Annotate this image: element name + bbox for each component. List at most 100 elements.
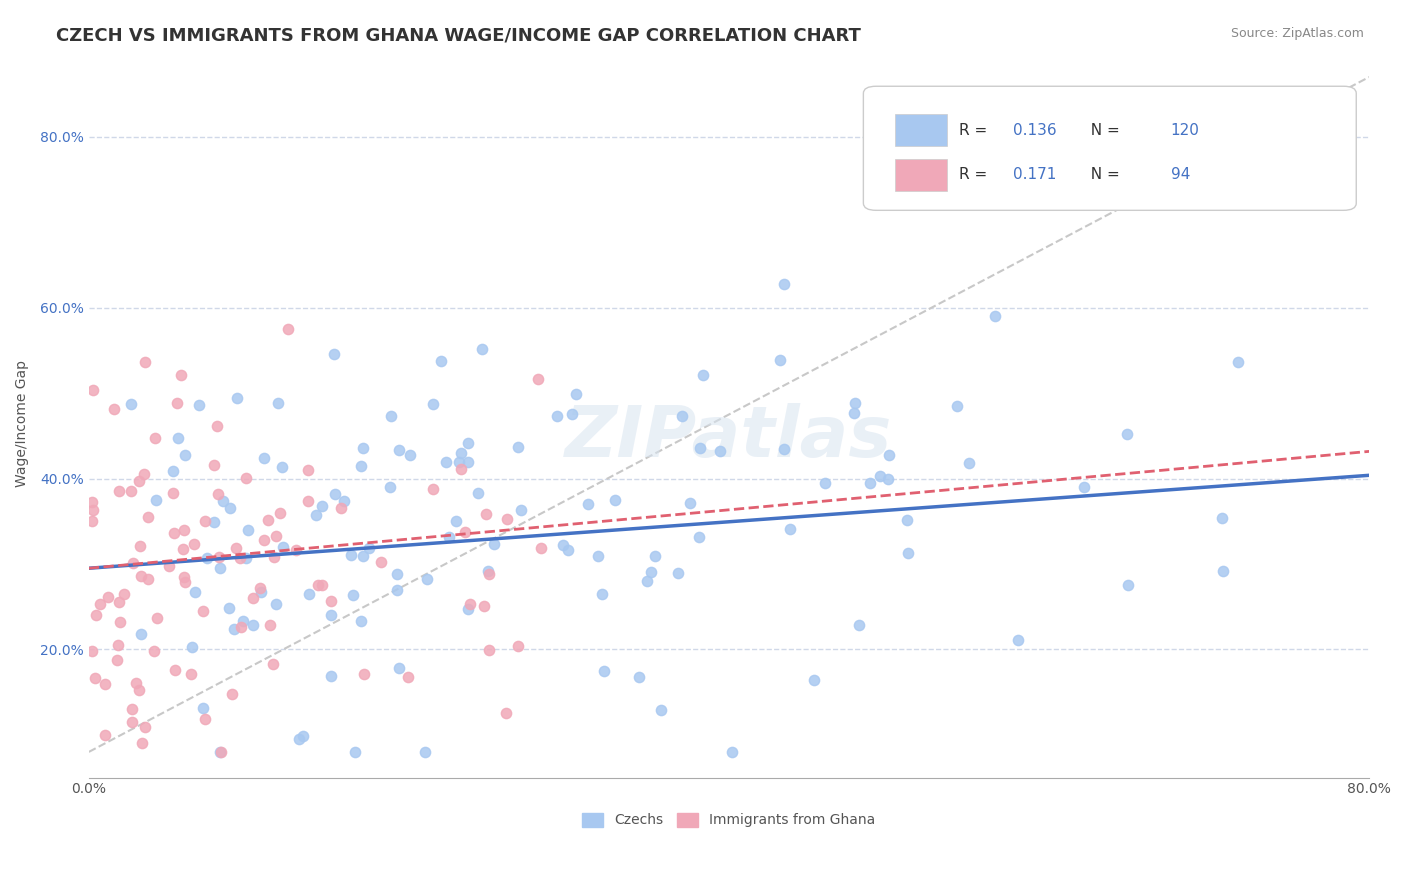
Point [447, 455, 470, 469]
Point [773, 442, 796, 457]
Point [591, 587, 613, 601]
Point [946, 399, 969, 413]
Point [1116, 578, 1139, 592]
Point [565, 386, 588, 401]
Point [84, 607, 107, 622]
Point [97, 591, 120, 605]
Point [457, 455, 479, 469]
Point [163, 663, 186, 677]
Point [108, 483, 131, 498]
Point [415, 572, 437, 586]
Point [105, 653, 128, 667]
Point [478, 642, 501, 657]
Point [262, 657, 284, 671]
Point [82, 383, 104, 397]
Point [311, 578, 333, 592]
Point [108, 595, 131, 609]
Point [125, 675, 148, 690]
Point [143, 431, 166, 445]
Point [108, 615, 131, 629]
Point [897, 546, 920, 560]
Point [380, 480, 402, 494]
Point [120, 484, 142, 499]
Point [311, 500, 333, 514]
Point [162, 464, 184, 478]
Point [242, 591, 264, 606]
Legend: Czechs, Immigrants from Ghana: Czechs, Immigrants from Ghana [575, 805, 883, 834]
Point [957, 456, 980, 470]
Point [229, 551, 252, 566]
Point [305, 508, 328, 522]
Point [592, 664, 614, 678]
Point [422, 397, 444, 411]
Point [679, 496, 702, 510]
Point [277, 322, 299, 336]
Point [136, 509, 159, 524]
Point [94, 728, 117, 742]
Text: R =: R = [959, 168, 993, 182]
FancyBboxPatch shape [863, 87, 1357, 211]
Point [319, 608, 342, 623]
Point [170, 368, 193, 382]
Point [121, 714, 143, 729]
Point [297, 493, 319, 508]
Point [225, 541, 247, 555]
Point [218, 500, 240, 515]
Point [253, 451, 276, 466]
Point [636, 574, 658, 589]
Point [814, 475, 837, 490]
Point [496, 512, 519, 526]
Point [385, 566, 408, 581]
Point [146, 610, 169, 624]
Point [121, 702, 143, 716]
Point [477, 564, 499, 578]
Point [236, 523, 259, 537]
Point [340, 548, 363, 562]
Point [82, 495, 104, 509]
Bar [896, 114, 946, 146]
Point [333, 494, 356, 508]
Point [80, 514, 103, 528]
Point [225, 392, 247, 406]
Point [323, 347, 346, 361]
Point [94, 677, 117, 691]
Point [173, 570, 195, 584]
Point [546, 409, 568, 423]
Point [478, 566, 501, 581]
Point [235, 471, 257, 485]
Point [842, 406, 865, 420]
Point [1007, 632, 1029, 647]
Point [134, 355, 156, 369]
Point [357, 541, 380, 556]
Text: 0.136: 0.136 [1014, 123, 1057, 137]
Text: R =: R = [959, 123, 993, 137]
Point [221, 687, 243, 701]
Point [530, 541, 553, 556]
Point [89, 597, 111, 611]
Point [561, 407, 583, 421]
Point [129, 627, 152, 641]
Point [434, 455, 457, 469]
Point [187, 398, 209, 412]
Text: Source: ZipAtlas.com: Source: ZipAtlas.com [1230, 27, 1364, 40]
Point [475, 508, 498, 522]
Point [257, 513, 280, 527]
Point [252, 533, 274, 547]
Point [181, 640, 204, 655]
Point [399, 449, 422, 463]
Point [323, 487, 346, 501]
Bar [896, 159, 946, 191]
Point [242, 618, 264, 632]
Point [370, 555, 392, 569]
Point [120, 397, 142, 411]
Point [267, 396, 290, 410]
Point [388, 443, 411, 458]
Point [450, 462, 472, 476]
Point [769, 353, 792, 368]
Point [183, 537, 205, 551]
Point [209, 745, 232, 759]
Point [877, 472, 900, 486]
Point [605, 492, 627, 507]
Point [666, 566, 689, 581]
Point [1212, 564, 1234, 578]
